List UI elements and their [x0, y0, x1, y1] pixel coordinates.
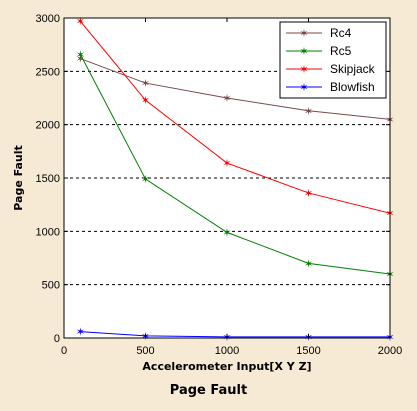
- data-point-marker: ✶: [76, 15, 85, 28]
- data-point-marker: ✶: [76, 53, 85, 66]
- data-point-marker: ✶: [304, 187, 313, 200]
- legend-label: Rc5: [330, 44, 352, 58]
- x-tick-label: 2000: [378, 345, 402, 357]
- y-tick-label: 500: [42, 280, 60, 292]
- data-point-marker: ✶: [222, 92, 231, 105]
- y-axis-title: Page Fault: [12, 145, 25, 211]
- legend-marker: ✶: [299, 27, 308, 40]
- legend-marker: ✶: [299, 81, 308, 94]
- y-tick-label: 1000: [36, 226, 60, 238]
- y-tick-label: 1500: [36, 173, 60, 185]
- legend-label: Rc4: [330, 26, 352, 40]
- y-tick-label: 2000: [36, 120, 60, 132]
- legend-marker: ✶: [299, 63, 308, 76]
- legend-label: Skipjack: [330, 62, 376, 76]
- x-axis-title: Accelerometer Input[X Y Z]: [142, 360, 311, 373]
- series-line-rc5: [79, 54, 391, 275]
- data-point-marker: ✶: [76, 48, 85, 61]
- series-line-skipjack: [79, 20, 391, 214]
- x-tick-label: 1000: [215, 345, 239, 357]
- data-point-marker: ✶: [222, 226, 231, 239]
- x-tick-label: 1500: [296, 345, 320, 357]
- y-axis-ticks: 0 500 1000 1500 2000 2500 3000: [36, 13, 390, 345]
- y-tick-label: 3000: [36, 13, 60, 25]
- legend-box: [279, 21, 387, 99]
- legend-marker: ✶: [299, 45, 308, 58]
- legend: ✶ Rc4 ✶ Rc5 ✶ Skipjack ✶ Blowfish: [279, 21, 387, 99]
- legend-label: Blowfish: [330, 80, 375, 94]
- y-tick-label: 0: [54, 333, 60, 345]
- figure-caption: Page Fault: [169, 383, 248, 398]
- series-line-rc4: [80, 58, 391, 120]
- data-point-marker: ✶: [76, 326, 85, 339]
- x-tick-label: 500: [136, 345, 154, 357]
- data-point-marker: ✶: [222, 157, 231, 170]
- x-tick-label: 0: [61, 345, 67, 357]
- data-point-marker: ✶: [304, 105, 313, 118]
- data-point-marker: ✶: [141, 94, 150, 107]
- data-point-marker: ✶: [304, 257, 313, 270]
- y-tick-label: 2500: [36, 66, 60, 78]
- data-point-marker: ✶: [141, 173, 150, 186]
- data-point-marker: ✶: [141, 77, 150, 90]
- grid-lines: [64, 70, 390, 286]
- x-axis-ticks: 0 500 1000 1500 2000: [61, 18, 402, 357]
